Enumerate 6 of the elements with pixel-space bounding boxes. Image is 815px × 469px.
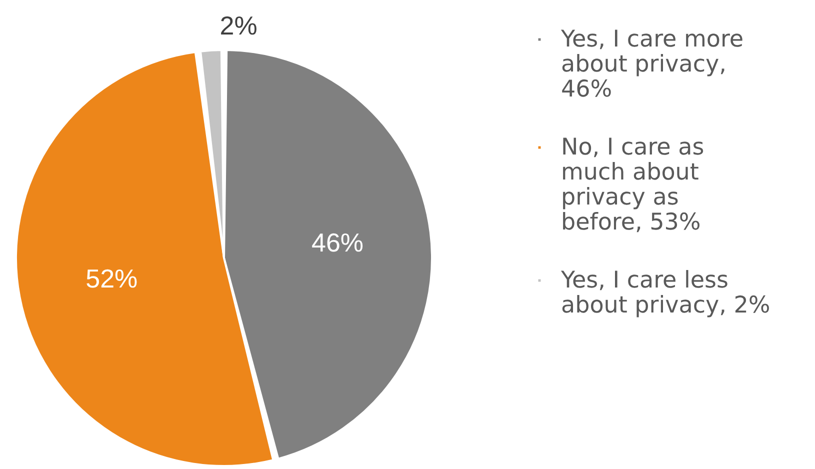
legend-label: Yes, I care more about privacy, 46% (560, 26, 744, 102)
legend-label: No, I care as much about privacy as before, 53% (561, 134, 704, 236)
data-label: 52% (86, 263, 138, 294)
data-label: 46% (311, 228, 364, 258)
legend-label: Yes, I care less about privacy, 2% (560, 268, 770, 318)
data-label: 2% (220, 10, 258, 40)
